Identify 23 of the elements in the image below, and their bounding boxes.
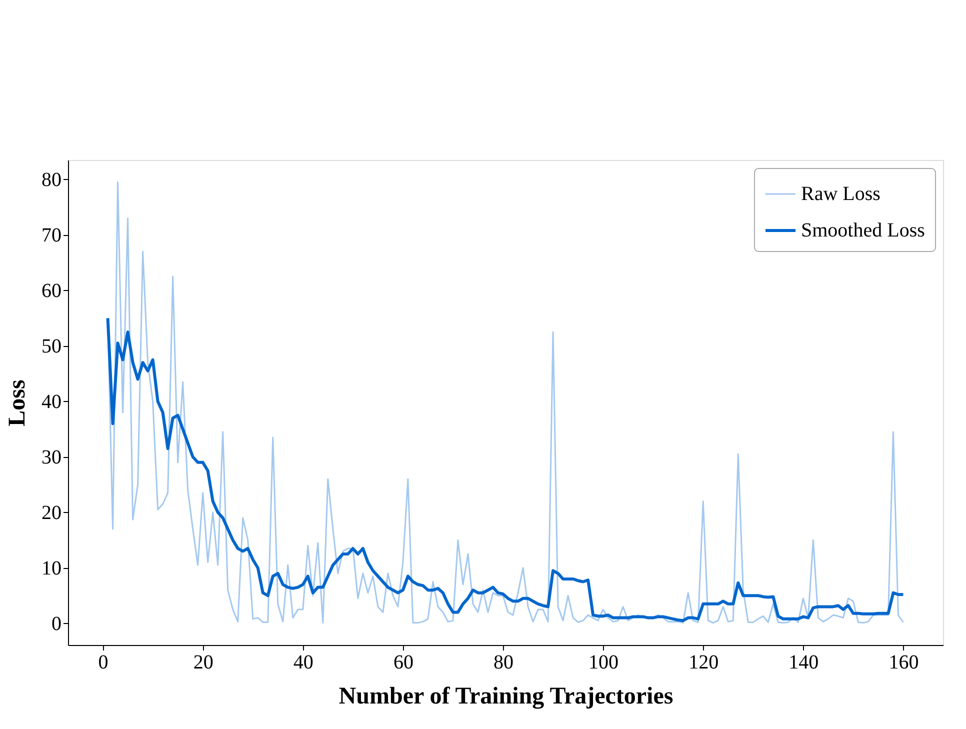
y-tick-label: 0 [52,612,62,635]
y-tick-label: 50 [42,335,62,358]
legend-label: Smoothed Loss [801,220,926,242]
x-tick-label: 120 [688,652,719,674]
x-axis-title: Number of Training Trajectories [338,684,674,710]
x-tick-label: 100 [588,652,619,674]
x-tick-label: 80 [494,652,514,674]
x-tick-label: 60 [393,652,414,674]
y-tick-label: 20 [42,502,62,524]
y-tick-label: 30 [42,446,62,468]
y-axis-title: Loss [4,380,30,426]
line-series [106,316,905,622]
x-tick-label: 160 [888,652,919,674]
y-tick-label: 60 [42,280,62,302]
y-tick-label: 40 [42,390,62,413]
x-tick-label: 20 [193,652,214,674]
x-tick-label: 40 [293,652,314,674]
x-tick-label: 140 [788,652,819,674]
y-tick-label: 10 [42,557,62,580]
x-tick-label: 0 [98,652,108,674]
y-tick-label: 80 [42,168,62,191]
legend-label: Raw Loss [801,183,881,205]
y-tick-label: 70 [42,224,62,246]
